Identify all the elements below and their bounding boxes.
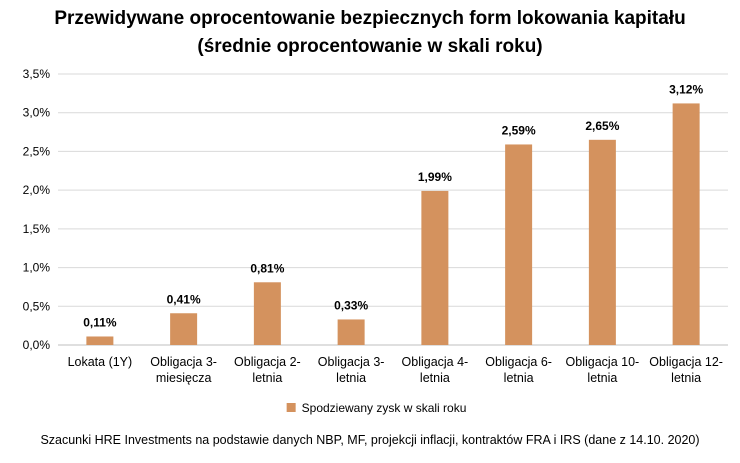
x-category-label: letnia <box>671 371 701 385</box>
bar-data-label: 2,65% <box>585 119 619 133</box>
x-category-label: Lokata (1Y) <box>68 355 133 369</box>
x-category-label: Obligacja 3- <box>150 355 217 369</box>
bar <box>337 319 365 345</box>
y-tick-label: 0,5% <box>23 299 51 313</box>
bar <box>170 313 198 345</box>
x-category-label: Obligacja 2- <box>234 355 301 369</box>
x-category-label: letnia <box>420 371 450 385</box>
x-category-label: Obligacja 3- <box>318 355 385 369</box>
bar-data-label: 0,33% <box>334 298 368 312</box>
legend-label: Spodziewany zysk w skali roku <box>302 401 467 415</box>
bar <box>672 103 700 346</box>
bar-data-label: 2,59% <box>502 123 536 137</box>
x-category-label: Obligacja 6- <box>485 355 552 369</box>
x-category-label: Obligacja 4- <box>402 355 469 369</box>
bar <box>421 190 449 345</box>
x-category-label: letnia <box>504 371 534 385</box>
bar-data-label: 0,41% <box>167 292 201 306</box>
y-tick-label: 3,5% <box>23 67 51 81</box>
x-category-label: letnia <box>252 371 282 385</box>
x-category-label: Obligacja 12- <box>649 355 723 369</box>
y-tick-label: 3,0% <box>23 106 51 120</box>
bar <box>505 144 533 345</box>
bar <box>86 336 114 345</box>
legend-swatch <box>286 403 296 412</box>
y-tick-label: 2,0% <box>23 183 51 197</box>
x-category-label: miesięcza <box>156 371 212 385</box>
bar-data-label: 0,81% <box>250 261 284 275</box>
source-note: Szacunki HRE Investments na podstawie da… <box>40 433 700 447</box>
chart-title-line-2: (średnie oprocentowanie w skali roku) <box>197 36 543 57</box>
chart-title-line-1: Przewidywane oprocentowanie bezpiecznych… <box>54 8 686 29</box>
y-tick-label: 0,0% <box>23 338 51 352</box>
x-category-label: letnia <box>587 371 617 385</box>
y-tick-label: 1,0% <box>23 261 51 275</box>
x-category-label: Obligacja 10- <box>566 355 640 369</box>
bar-data-label: 0,11% <box>83 315 117 329</box>
bar <box>588 139 616 345</box>
bar-data-label: 3,12% <box>669 82 703 96</box>
bar-data-label: 1,99% <box>418 170 452 184</box>
y-tick-label: 1,5% <box>23 222 51 236</box>
y-tick-label: 2,5% <box>23 144 51 158</box>
x-category-label: letnia <box>336 371 366 385</box>
bar <box>253 282 281 345</box>
